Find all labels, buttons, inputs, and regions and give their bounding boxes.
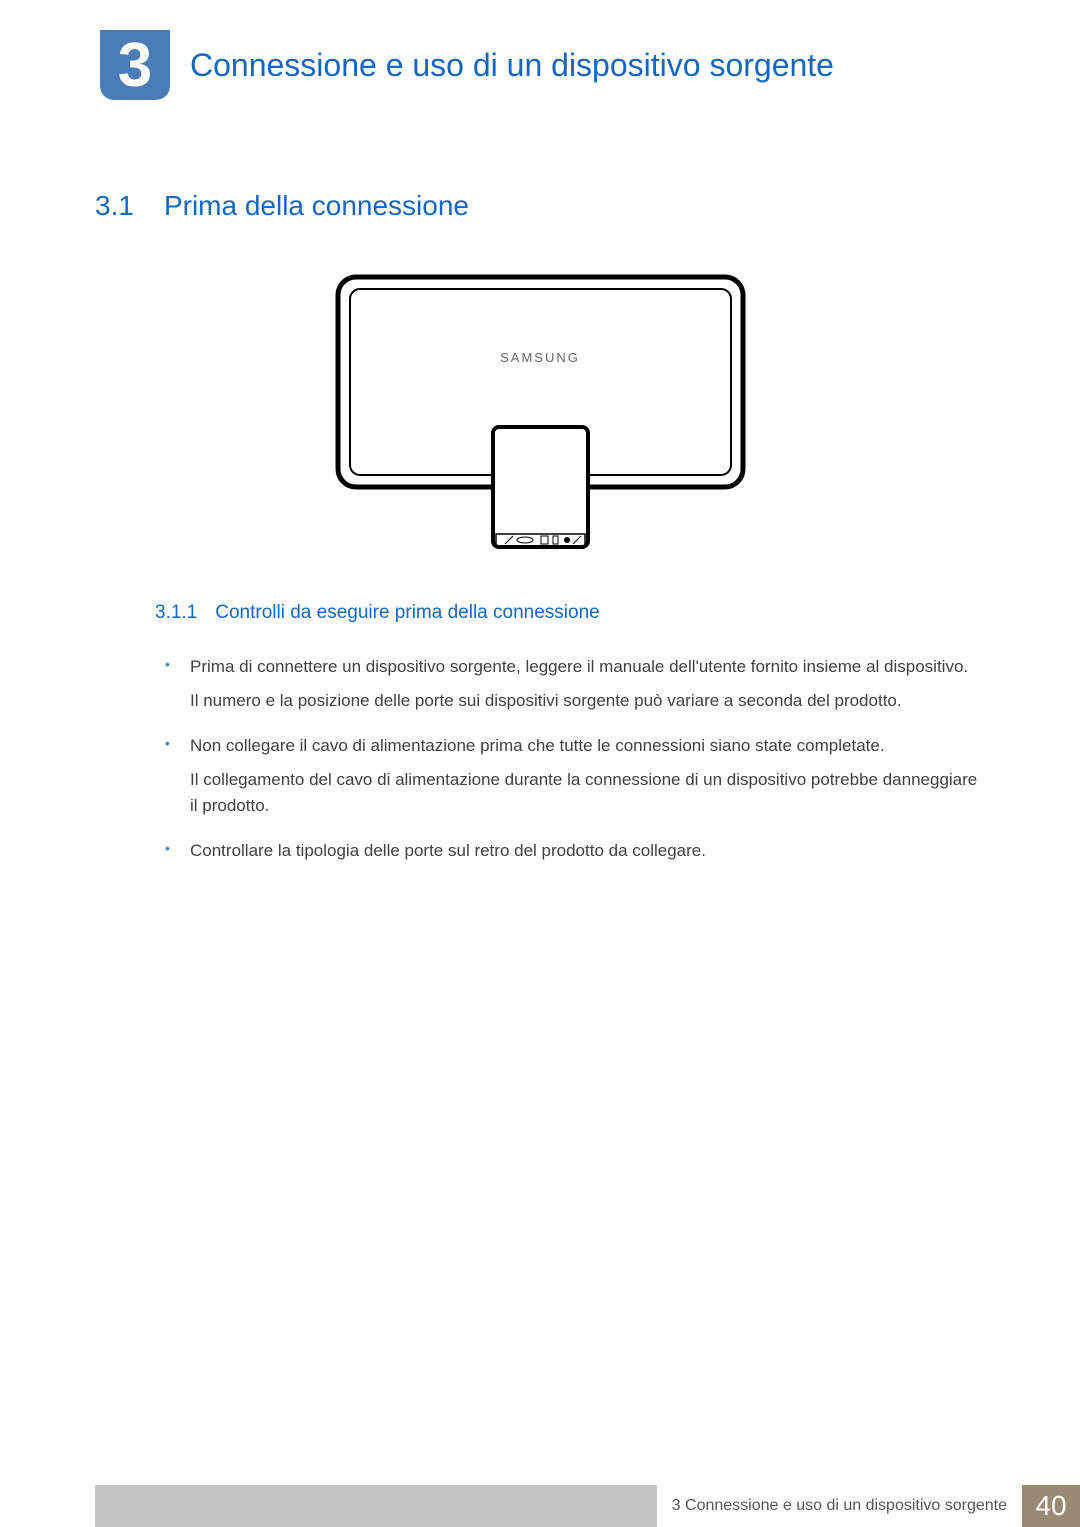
chapter-tab: 3 — [100, 30, 170, 100]
footer-bar — [95, 1485, 657, 1527]
bullet-text: Prima di connettere un dispositivo sorge… — [190, 654, 985, 680]
page-number: 40 — [1035, 1490, 1066, 1522]
page-header: 3 Connessione e uso di un dispositivo so… — [0, 0, 1080, 100]
subsection-heading: 3.1.1 Controlli da eseguire prima della … — [155, 602, 985, 624]
section-title: Prima della connessione — [164, 190, 469, 222]
chapter-title: Connessione e uso di un dispositivo sorg… — [190, 47, 834, 84]
bullet-text-continued: Il numero e la posizione delle porte sui… — [190, 688, 985, 714]
subsection-title: Controlli da eseguire prima della connes… — [215, 602, 599, 624]
section-heading: 3.1 Prima della connessione — [95, 190, 985, 222]
monitor-brand-label: SAMSUNG — [500, 350, 580, 365]
monitor-illustration: SAMSUNG — [333, 272, 748, 552]
bullet-list: Prima di connettere un dispositivo sorge… — [155, 654, 985, 864]
footer-text: 3 Connessione e uso di un dispositivo so… — [657, 1485, 1022, 1527]
chapter-number: 3 — [118, 30, 152, 101]
list-item: Controllare la tipologia delle porte sul… — [155, 838, 985, 864]
section-number: 3.1 — [95, 190, 134, 222]
page-footer: 3 Connessione e uso di un dispositivo so… — [0, 1485, 1080, 1527]
page-number-box: 40 — [1022, 1485, 1080, 1527]
bullet-text-continued: Il collegamento del cavo di alimentazion… — [190, 767, 985, 820]
monitor-diagram: SAMSUNG — [95, 272, 985, 552]
subsection-number: 3.1.1 — [155, 602, 197, 624]
list-item: Prima di connettere un dispositivo sorge… — [155, 654, 985, 715]
bullet-text: Non collegare il cavo di alimentazione p… — [190, 733, 985, 759]
page-content: 3.1 Prima della connessione SAMSUNG 3.1.… — [0, 190, 1080, 864]
bullet-text: Controllare la tipologia delle porte sul… — [190, 838, 985, 864]
list-item: Non collegare il cavo di alimentazione p… — [155, 733, 985, 820]
